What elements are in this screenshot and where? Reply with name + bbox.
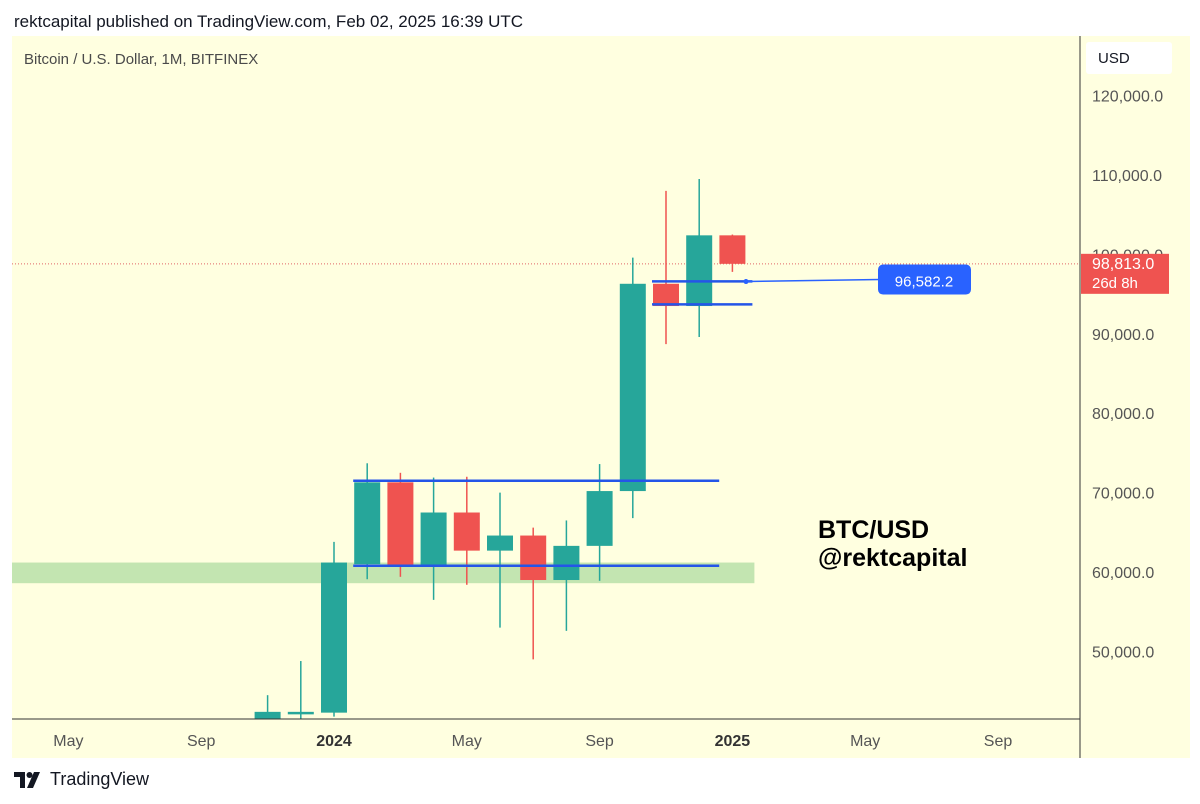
candle [287,661,314,719]
candle-body [653,283,679,307]
price-tick-label: 80,000.0 [1092,406,1154,423]
candle-body [520,535,547,581]
candle-body [287,711,314,715]
published-line: rektcapital published on TradingView.com… [14,12,524,31]
candle [487,492,513,628]
price-tick-label: 70,000.0 [1092,486,1154,503]
tradingview-logo-icon [14,771,40,788]
time-tick-label: 2024 [316,733,352,750]
price-tick-label: 90,000.0 [1092,327,1154,344]
price-tick-label: 110,000.0 [1092,168,1162,185]
candle-body [453,512,480,551]
candle [453,476,480,585]
symbol-title[interactable]: Bitcoin / U.S. Dollar, 1M, BITFINEX [24,51,259,68]
time-tick-label: Sep [585,733,614,750]
price-tick-label: 60,000.0 [1092,565,1154,582]
candle [254,695,281,719]
candle [354,463,381,580]
price-marker-line [745,278,881,283]
price-marker-label-bg [878,264,971,295]
time-tick-label: May [452,733,482,750]
candle-body [487,535,513,551]
time-tick-label: Sep [187,733,216,750]
candle-body [719,235,746,264]
last-price-label-bg [1081,253,1169,294]
chart-area[interactable]: 50,000.0 60,000.0 70,000.0 80,000.0 90,000.0… [12,36,1190,758]
watermark-author: @rektcapital [818,544,968,572]
candle-body [619,283,646,492]
chart-watermark: BTC/USD @rektcapital [818,516,967,572]
candle [420,477,447,600]
candle [653,190,679,345]
candle [619,257,646,519]
candle [586,464,613,581]
time-tick-label: 2025 [715,733,751,750]
footer-brand[interactable]: TradingView [14,769,149,790]
candle [520,527,547,660]
time-tick-label: May [850,733,880,750]
candle-body [387,482,414,567]
candle [686,178,713,337]
candle [387,472,414,577]
currency-selector[interactable]: USD [1086,42,1172,74]
brand-name: TradingView [50,769,150,789]
candle-body [420,512,447,567]
candle-body [553,545,580,581]
price-marker-label: 96,582.2 [895,274,953,291]
candle-body [254,711,281,719]
candle-body [586,491,613,546]
time-tick-label: Sep [984,733,1013,750]
candle-body [354,482,381,565]
candle-countdown-label: 26d 8h [1092,275,1138,292]
time-tick-label: May [53,733,83,750]
candle [719,234,746,272]
price-tick-label: 120,000.0 [1092,89,1163,106]
candle [321,541,347,717]
candlestick-chart[interactable]: 50,000.0 60,000.0 70,000.0 80,000.0 90,000.0… [12,36,1190,758]
last-price-label: 98,813.0 [1092,256,1154,273]
candle-body [321,562,347,713]
candle-body [686,235,713,307]
price-tick-label: 50,000.0 [1092,644,1154,661]
watermark-symbol: BTC/USD [818,516,930,544]
candle [553,520,580,631]
